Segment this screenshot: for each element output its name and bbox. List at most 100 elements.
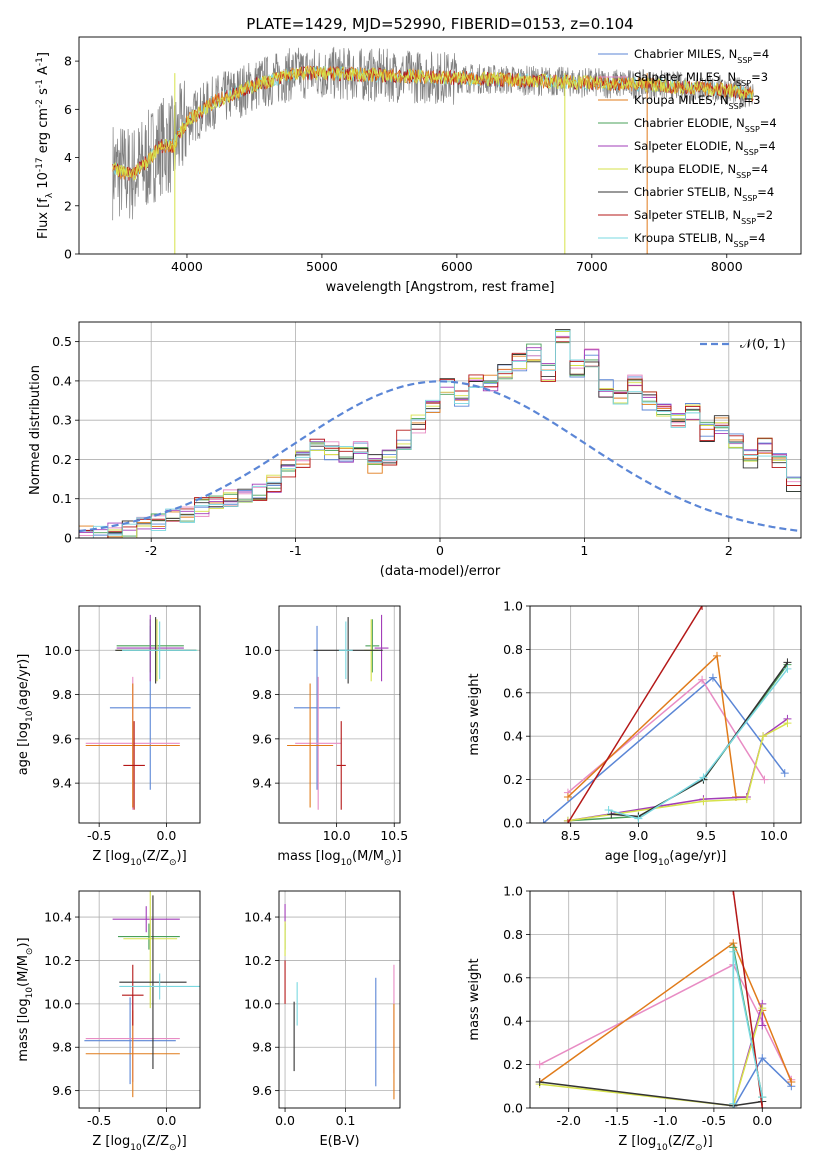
weight-point-marker [563,819,572,823]
x-axis-label: Z [log10(Z/Z⊙)] [92,849,186,868]
weight-series-line [611,661,789,818]
weight-point-marker [758,1021,767,1030]
legend-sub: SSP [745,125,760,134]
mass-weight-vs-metallicity-panel: -2.0 -1.5 -1.0 -0.5 0.0 0.0 0.2 0.4 0.6 0.8 1.0 Z [… [467,884,802,1153]
label-text: Z [ [618,1134,636,1149]
label-sub: ⊙ [384,858,392,868]
y-tick-label: 9.8 [52,1040,72,1055]
weight-point-marker [759,732,768,741]
x-tick-label: 0.0 [156,828,176,843]
legend-entry: 𝒩(0, 1) [740,336,786,351]
x-axis-label: age [log10(age/yr)] [605,849,727,868]
legend-entry: Chabrier STELIB, NSSP=4 [634,185,774,203]
y-tick-label: 0.0 [503,816,523,831]
label-text: 10 [36,172,51,193]
weight-series-line [608,668,789,820]
y-axis-label: mass weight [467,673,482,755]
axes-border [78,36,802,255]
plot-area [85,614,198,810]
label-text: (Z/Z [142,1134,169,1149]
label-text: erg cm [36,108,51,157]
legend-text: Kroupa ELODIE, N [634,162,736,176]
weight-point-marker [699,797,708,806]
plot-area [535,891,796,1108]
y-tick-label: 0.5 [52,334,72,349]
x-tick-label: 0 [436,543,444,558]
legend-text: =4 [757,185,774,199]
weight-point-marker [698,675,707,684]
y-tick-label: 0.6 [503,970,523,985]
label-sub: ⊙ [169,1143,177,1153]
label-text: log [636,1134,656,1149]
y-tick-label: 6 [64,102,72,117]
weight-point-marker [634,814,643,823]
legend-sub: SSP [744,148,759,157]
y-tick-label: 0.1 [52,491,72,506]
axes-border [78,890,201,1109]
y-axis-label: mass [log10(M/M⊙)] [16,937,35,1061]
y-tick-label: 1.0 [503,884,523,899]
weight-point-marker [758,1104,767,1108]
legend-entry: Chabrier MILES, NSSP=4 [634,47,769,65]
y-tick-label: 2 [64,198,72,213]
label-text: )] [177,849,187,864]
weight-point-marker [698,606,707,610]
legend-sub: SSP [734,240,749,249]
figure-title: PLATE=1429, MJD=52990, FIBERID=0153, z=0… [246,15,633,33]
label-text: wavelength [Angstrom, rest frame] [326,280,555,295]
axes-frame: 4000 5000 6000 7000 8000 0 2 4 6 8 wavelength [Ang… [35,36,802,295]
weight-point-marker [607,810,616,819]
x-tick-label: -1.0 [653,1113,677,1128]
legend-text: =3 [744,93,761,107]
x-tick-label: 0.1 [336,1113,356,1128]
y-tick-label: 9.6 [52,1083,72,1098]
weight-point-marker [708,673,717,682]
label-text: s [36,88,51,99]
legend-sub: SSP [742,194,757,203]
label-text: mass [ [16,1018,31,1061]
label-text: )] [391,849,401,864]
weight-point-marker [604,805,613,814]
weight-series-line [539,1007,764,1107]
grid-lines [79,891,200,1108]
axes-frame: 8.5 9.0 9.5 10.0 0.0 0.2 0.4 0.6 0.8 1.0 age [log1… [467,599,802,868]
legend-text: Kroupa MILES, N [634,93,729,107]
y-tick-label: 10.0 [244,996,272,1011]
x-axis-label: mass [log10(M/M⊙)] [277,849,401,868]
y-tick-label: 10.2 [244,953,272,968]
x-tick-label: 10.0 [323,828,351,843]
label-text: A [36,66,51,79]
label-text: Z [ [92,849,110,864]
label-text: (age/yr)] [16,654,31,711]
x-tick-label: 10.5 [380,828,408,843]
weight-point-marker [758,1093,767,1102]
label-text: (data-model)/error [380,564,501,579]
label-sub: ⊙ [25,948,35,956]
y-tick-label: 0.2 [503,772,523,787]
x-axis-label: Z [log10(Z/Z⊙)] [92,1134,186,1153]
x-tick-label: 1 [580,543,588,558]
legend-text: =3 [751,70,768,84]
x-tick-label: 9.5 [696,828,716,843]
weight-point-marker [535,1077,544,1086]
axes-border [278,605,401,824]
y-axis-label: Normed distribution [28,365,43,495]
y-tick-label: 9.6 [252,731,272,746]
y-tick-label: 9.4 [252,776,272,791]
label-text: )] [16,937,31,947]
axes-border [529,605,802,824]
label-sub: 10 [658,858,670,868]
y-tick-label: 0 [64,247,72,262]
label-text: mass weight [467,673,482,755]
label-sub: λ [45,192,55,198]
label-text: log [16,722,31,742]
y-tick-label: 4 [64,150,72,165]
label-text: )] [703,1134,713,1149]
x-tick-label: 0.0 [275,1113,295,1128]
label-sup: -1 [35,79,45,88]
label-text: (Z/Z [668,1134,695,1149]
histogram-legend: 𝒩(0, 1) [700,336,786,351]
residual-histogram-panel: -2 -1 0 1 2 0 0.1 0.2 0.3 0.4 0.5 (data-model)/erro… [28,321,802,579]
